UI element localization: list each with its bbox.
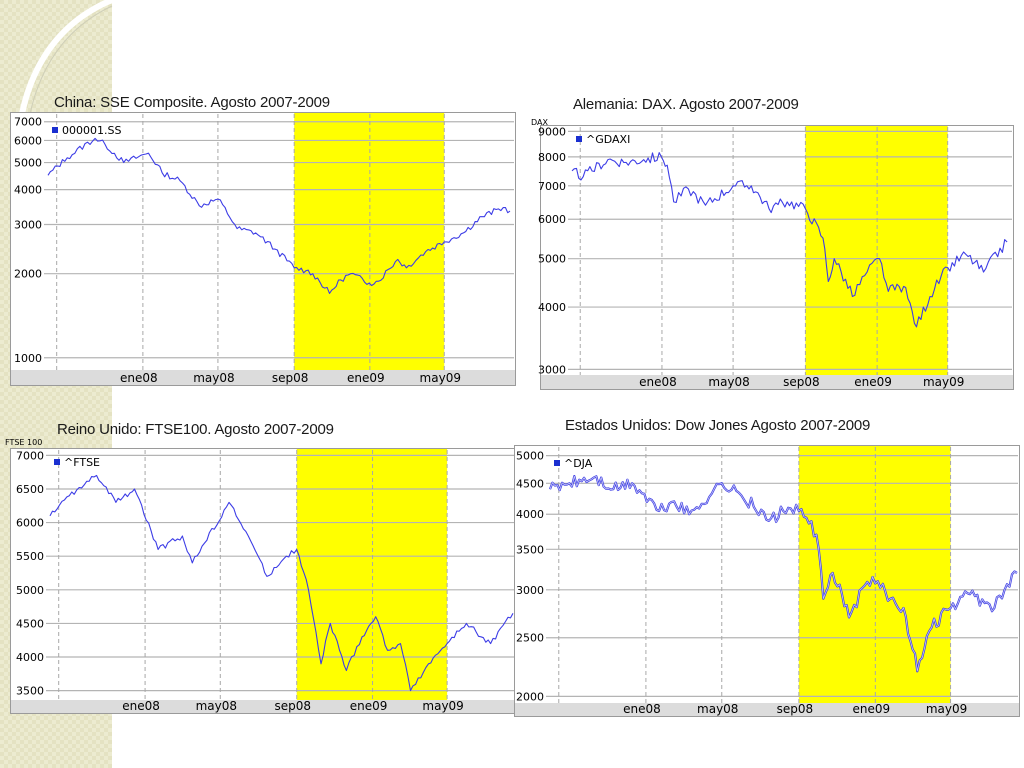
y-tick-label: 6000: [14, 134, 42, 147]
y-tick-label: 5000: [14, 157, 42, 170]
x-tick-label: sep08: [777, 702, 814, 716]
y-tick-label: 1000: [14, 352, 42, 365]
y-tick-label: 5000: [516, 450, 544, 463]
legend-swatch: [576, 136, 582, 142]
legend-label: ^DJA: [564, 457, 593, 470]
y-axis-title-ftse: FTSE 100: [5, 438, 43, 447]
x-tick-label: ene09: [854, 375, 892, 389]
chart-sse: 7000 6000 5000 4000 3000 2000 1000 ene08 may08 se…: [10, 112, 516, 386]
y-tick-label: 9000: [538, 125, 566, 138]
x-axis-band: [11, 700, 515, 713]
x-axis-band: [11, 370, 515, 385]
y-tick-label: 2500: [516, 632, 544, 645]
x-tick-label: ene08: [120, 371, 158, 385]
chart-ftse: 7000 6500 6000 5500 5000 4500 4000 3500 ene08 may…: [10, 448, 516, 714]
legend-label: ^GDAXI: [586, 133, 630, 146]
y-tick-label: 3500: [16, 685, 44, 698]
x-tick-label: may09: [422, 699, 463, 713]
x-tick-label: may08: [708, 375, 749, 389]
y-tick-label: 6000: [16, 517, 44, 530]
highlight-period: [296, 449, 448, 703]
x-tick-label: ene08: [639, 375, 677, 389]
highlight-period: [798, 446, 951, 708]
x-axis-band: [541, 375, 1013, 389]
legend-label: ^FTSE: [64, 456, 100, 469]
y-tick-label: 4000: [516, 508, 544, 521]
legend-swatch: [554, 460, 560, 466]
y-tick-label: 2000: [516, 690, 544, 703]
chart-dax: 9000 8000 7000 6000 5000 4000 3000 ene08 may08 se…: [538, 125, 1014, 390]
x-tick-label: may08: [193, 371, 234, 385]
x-tick-label: sep08: [272, 371, 309, 385]
x-tick-label: sep08: [783, 375, 820, 389]
x-tick-label: may08: [196, 699, 237, 713]
highlight-period: [805, 126, 948, 382]
y-tick-label: 7000: [16, 449, 44, 462]
y-tick-label: 7000: [14, 116, 42, 129]
x-tick-label: may09: [420, 371, 461, 385]
chart-dja: 5000 4500 4000 3500 3000 2500 2000 ene08 may08 se…: [514, 445, 1020, 717]
chart-title-ftse: Reino Unido: FTSE100. Agosto 2007-2009: [57, 421, 334, 438]
y-tick-label: 6000: [538, 213, 566, 226]
legend-swatch: [52, 127, 58, 133]
y-tick-label: 3000: [14, 219, 42, 232]
x-tick-label: ene09: [347, 371, 385, 385]
y-tick-label: 3000: [538, 363, 566, 376]
x-tick-label: may09: [926, 702, 967, 716]
chart-title-dja: Estados Unidos: Dow Jones Agosto 2007-20…: [565, 417, 871, 434]
legend-label: 000001.SS: [62, 124, 121, 137]
chart-title-sse: China: SSE Composite. Agosto 2007-2009: [54, 94, 330, 111]
y-tick-label: 4000: [14, 184, 42, 197]
series-line: [47, 137, 511, 294]
y-tick-label: 4000: [538, 301, 566, 314]
x-tick-label: ene09: [853, 702, 891, 716]
x-tick-label: ene08: [623, 702, 661, 716]
legend-swatch: [54, 459, 60, 465]
y-tick-label: 5000: [16, 584, 44, 597]
y-tick-label: 8000: [538, 151, 566, 164]
y-tick-label: 5000: [538, 253, 566, 266]
x-tick-label: may09: [923, 375, 964, 389]
y-tick-label: 4500: [16, 617, 44, 630]
x-axis-band: [515, 703, 1019, 716]
y-tick-label: 4500: [516, 477, 544, 490]
x-tick-label: ene08: [122, 699, 160, 713]
highlight-period: [294, 113, 445, 373]
series-line: [49, 474, 514, 692]
chart-title-dax: Alemania: DAX. Agosto 2007-2009: [573, 96, 799, 113]
y-tick-label: 4000: [16, 651, 44, 664]
x-tick-label: sep08: [274, 699, 311, 713]
y-tick-label: 2000: [14, 268, 42, 281]
series-line: [571, 152, 1008, 328]
x-tick-label: may08: [697, 702, 738, 716]
y-tick-label: 3000: [516, 584, 544, 597]
y-tick-label: 6500: [16, 483, 44, 496]
y-tick-label: 5500: [16, 550, 44, 563]
y-axis-title-dax: DAX: [531, 118, 548, 127]
x-tick-label: ene09: [350, 699, 388, 713]
y-tick-label: 3500: [516, 543, 544, 556]
series-line-highlight: [549, 475, 1018, 672]
y-tick-label: 7000: [538, 180, 566, 193]
